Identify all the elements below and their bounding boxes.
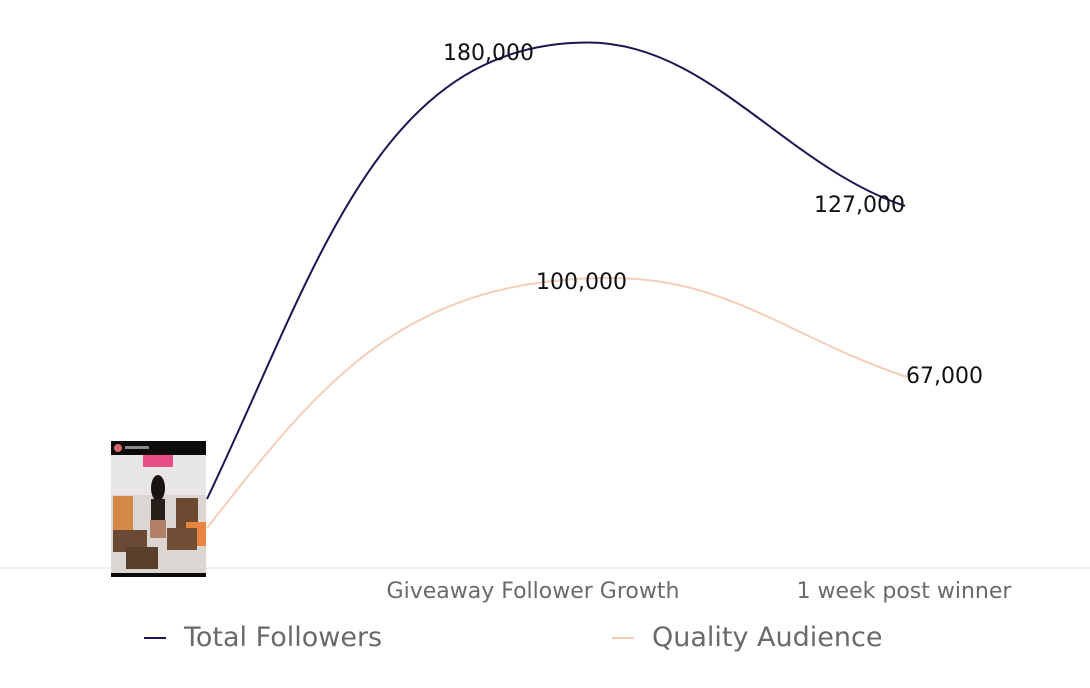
data-label-total-followers-giveaway: 180,000 [443,41,534,66]
legend-swatch-total-followers [144,636,166,639]
legend-label-total-followers: Total Followers [184,622,383,653]
legend-swatch-quality-audience [612,636,634,639]
legend-label-quality-audience: Quality Audience [652,622,883,653]
series-line-total-followers [206,41,906,500]
legend: Total Followers Quality Audience [0,622,1090,662]
data-label-quality-audience-giveaway: 100,000 [536,270,627,295]
data-label-total-followers-post-winner: 127,000 [814,193,905,218]
x-tick-label-giveaway-follower-growth: Giveaway Follower Growth [387,579,680,604]
legend-item-total-followers[interactable]: Total Followers [144,622,382,653]
data-label-quality-audience-post-winner: 67,000 [906,364,983,389]
series-line-quality-audience [206,276,908,529]
photo-thumbnail [111,441,206,577]
x-tick-label-1-week-post-winner: 1 week post winner [797,579,1013,604]
legend-item-quality-audience[interactable]: Quality Audience [612,622,882,653]
